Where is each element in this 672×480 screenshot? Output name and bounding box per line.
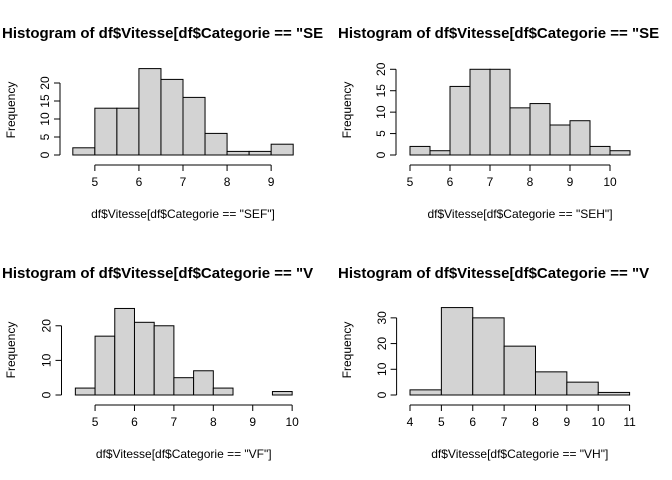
x-tick-label: 10 bbox=[603, 175, 617, 189]
y-tick-label: 20 bbox=[38, 76, 52, 90]
x-tick-label: 4 bbox=[407, 415, 414, 429]
x-axis-label: df$Vitesse[df$Categorie == "SEF"] bbox=[91, 207, 275, 221]
x-tick-label: 6 bbox=[136, 175, 143, 189]
bar bbox=[529, 103, 551, 156]
bar bbox=[271, 391, 293, 396]
bar bbox=[74, 387, 96, 396]
y-tick-label: 10 bbox=[40, 353, 54, 367]
x-axis-label: df$Vitesse[df$Categorie == "VH"] bbox=[431, 447, 608, 461]
y-axis-label: Frequency bbox=[340, 322, 354, 379]
x-tick-label: 9 bbox=[564, 415, 571, 429]
bar bbox=[94, 335, 116, 396]
panel: Histogram of df$Vitesse[df$Categorie == … bbox=[338, 265, 649, 461]
x-tick-label: 8 bbox=[527, 175, 534, 189]
bar bbox=[440, 307, 474, 396]
x-tick-label: 7 bbox=[180, 175, 187, 189]
bar bbox=[534, 371, 568, 396]
bar bbox=[472, 317, 505, 396]
panel: Histogram of df$Vitesse[df$Categorie == … bbox=[2, 265, 313, 461]
y-tick-label: 20 bbox=[40, 319, 54, 333]
bar bbox=[116, 107, 140, 156]
bar bbox=[589, 145, 611, 156]
bar bbox=[409, 145, 431, 156]
y-tick-label: 20 bbox=[375, 337, 389, 351]
x-tick-label: 10 bbox=[285, 415, 299, 429]
chart-title: Histogram of df$Vitesse[df$Categorie == … bbox=[338, 265, 649, 282]
bar bbox=[503, 345, 536, 396]
bar bbox=[182, 96, 206, 156]
bar bbox=[549, 124, 571, 156]
x-tick-label: 6 bbox=[469, 415, 476, 429]
x-tick-label: 8 bbox=[210, 415, 217, 429]
y-tick-label: 15 bbox=[38, 94, 52, 108]
x-tick-label: 6 bbox=[131, 415, 138, 429]
y-axis-label: Frequency bbox=[340, 82, 354, 139]
y-tick-label: 0 bbox=[374, 151, 388, 158]
x-tick-label: 5 bbox=[438, 415, 445, 429]
x-tick-label: 5 bbox=[92, 175, 99, 189]
x-tick-label: 11 bbox=[623, 415, 636, 429]
bar bbox=[248, 150, 272, 156]
y-tick-label: 15 bbox=[374, 84, 388, 98]
x-tick-label: 9 bbox=[268, 175, 275, 189]
x-tick-label: 7 bbox=[501, 415, 508, 429]
bar bbox=[212, 387, 234, 396]
panel: Histogram of df$Vitesse[df$Categorie == … bbox=[2, 25, 323, 221]
x-tick-label: 7 bbox=[171, 415, 178, 429]
x-tick-label: 9 bbox=[567, 175, 574, 189]
panel: Histogram of df$Vitesse[df$Categorie == … bbox=[338, 25, 659, 221]
y-tick-label: 0 bbox=[40, 391, 54, 398]
x-tick-label: 8 bbox=[224, 175, 231, 189]
y-axis-label: Frequency bbox=[4, 322, 18, 379]
bar bbox=[429, 150, 451, 156]
chart-title: Histogram of df$Vitesse[df$Categorie == … bbox=[2, 25, 323, 42]
y-tick-label: 0 bbox=[375, 391, 389, 398]
x-axis-label: df$Vitesse[df$Categorie == "VF"] bbox=[96, 447, 272, 461]
bar bbox=[409, 389, 442, 396]
chart-title: Histogram of df$Vitesse[df$Categorie == … bbox=[2, 265, 313, 282]
x-tick-label: 8 bbox=[532, 415, 539, 429]
x-tick-label: 9 bbox=[249, 415, 256, 429]
y-tick-label: 10 bbox=[375, 362, 389, 376]
bar bbox=[597, 391, 631, 396]
bar bbox=[72, 147, 96, 156]
bar bbox=[204, 132, 228, 156]
chart-title: Histogram of df$Vitesse[df$Categorie == … bbox=[338, 25, 659, 42]
bar bbox=[270, 143, 294, 156]
bar bbox=[569, 120, 591, 156]
bar bbox=[160, 78, 184, 156]
bar bbox=[133, 321, 155, 396]
x-tick-label: 5 bbox=[407, 175, 414, 189]
bar bbox=[138, 68, 162, 156]
bar bbox=[193, 370, 214, 396]
y-tick-label: 5 bbox=[374, 130, 388, 137]
x-axis-label: df$Vitesse[df$Categorie == "SEH"] bbox=[427, 207, 612, 221]
bar bbox=[566, 381, 599, 396]
bar bbox=[509, 107, 531, 156]
y-tick-label: 5 bbox=[38, 133, 52, 140]
y-tick-label: 10 bbox=[374, 105, 388, 119]
bar bbox=[173, 377, 195, 396]
x-tick-label: 10 bbox=[592, 415, 606, 429]
x-tick-label: 6 bbox=[447, 175, 454, 189]
bar bbox=[153, 325, 175, 396]
bar bbox=[469, 68, 491, 156]
bar bbox=[449, 85, 471, 156]
y-tick-label: 10 bbox=[38, 112, 52, 126]
y-axis-label: Frequency bbox=[4, 82, 18, 139]
y-tick-label: 20 bbox=[374, 62, 388, 76]
bar bbox=[94, 107, 118, 156]
x-tick-label: 7 bbox=[487, 175, 494, 189]
bar bbox=[489, 68, 511, 156]
y-tick-label: 0 bbox=[38, 151, 52, 158]
x-tick-label: 5 bbox=[92, 415, 99, 429]
bar bbox=[609, 150, 631, 156]
bar bbox=[114, 307, 135, 396]
y-tick-label: 30 bbox=[375, 311, 389, 325]
bar bbox=[226, 150, 250, 156]
